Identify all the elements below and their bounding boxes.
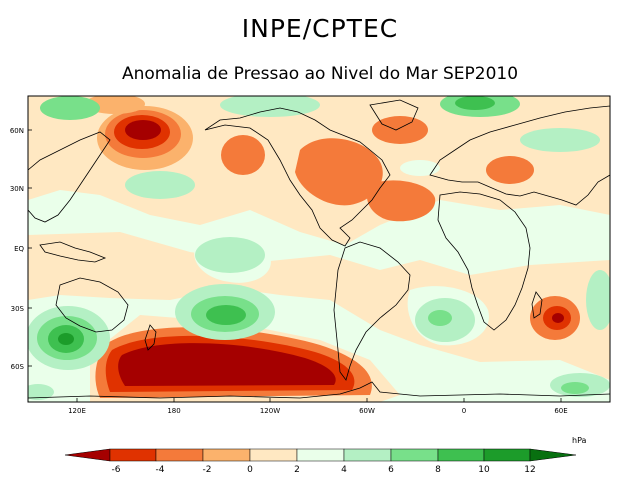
lat-label-60s: 60S (11, 363, 25, 371)
colorbar-swatch-gt-12 (529, 448, 577, 462)
high-siberia (520, 128, 600, 152)
coast-madagascar (531, 291, 543, 319)
coast-south-america (333, 241, 411, 381)
lat-label-30s: 30S (11, 305, 25, 313)
colorbar-swatch-lt-minus6 (64, 448, 111, 462)
high-pacific-equator (195, 237, 265, 273)
page-title: INPE/CPTEC (241, 14, 399, 43)
coast-east-asia (28, 131, 111, 223)
colorbar-label-minus2: -2 (203, 465, 212, 475)
coast-greenland (369, 99, 419, 131)
low-asia (486, 156, 534, 184)
lon-label-0: 0 (462, 407, 466, 415)
lon-label-120w: 120W (260, 407, 280, 415)
lon-label-60w: 60W (359, 407, 375, 415)
colorbar-swatch-minus4-minus2 (155, 448, 204, 462)
low-north-america (295, 138, 383, 206)
low-arctic-1 (85, 96, 145, 114)
coast-africa (437, 191, 531, 331)
low-indian-ocean-center (552, 313, 564, 323)
colorbar-label-minus6: -6 (112, 465, 121, 475)
colorbar-label-2: 2 (294, 465, 300, 475)
high-antarctic-west (28, 384, 54, 400)
colorbar-swatch-6-8 (390, 448, 439, 462)
low-north-atlantic (372, 116, 428, 144)
coast-eurasia (429, 105, 610, 206)
negative-belt-tropics (28, 232, 610, 380)
map-subtitle: Anomalia de Pressao ao Nivel do Mar SEP2… (121, 64, 519, 84)
colorbar-swatch-8-10 (437, 448, 485, 462)
lat-label-eq: EQ (14, 245, 24, 253)
colorbar-swatch-minus2-0 (202, 448, 251, 462)
lon-label-180: 180 (167, 407, 180, 415)
colorbar-label-10: 10 (478, 465, 490, 475)
colorbar-label-0: 0 (247, 465, 253, 475)
colorbar-swatch-0-2 (249, 448, 298, 462)
low-southern-ocean-3 (118, 343, 336, 386)
lon-label-60e: 60E (554, 407, 567, 415)
high-south-atlantic-core (428, 310, 452, 326)
high-indian-west (586, 270, 610, 330)
high-europe (400, 160, 440, 176)
high-tasman-4 (58, 333, 74, 345)
colorbar-swatch-minus6-minus4 (109, 448, 157, 462)
colorbar-label-4: 4 (341, 465, 347, 475)
lat-label-30n: 30N (10, 185, 24, 193)
colorbar-label-12: 12 (524, 465, 535, 475)
map-frame (27, 95, 611, 403)
colorbar-swatch-2-4 (296, 448, 345, 462)
coast-antarctica (28, 381, 610, 399)
colorbar-swatch-10-12 (483, 448, 531, 462)
colorbar-label-minus4: -4 (156, 465, 165, 475)
colorbar-label-6: 6 (388, 465, 394, 475)
colorbar-label-8: 8 (435, 465, 441, 475)
low-north-pacific-4 (125, 120, 161, 140)
high-arctic-pacific (40, 96, 100, 120)
high-arctic-america (220, 96, 320, 117)
high-south-china (125, 171, 195, 199)
low-atlantic-central (366, 180, 436, 222)
lon-label-120e: 120E (68, 407, 86, 415)
coastlines (28, 99, 610, 399)
colorbar-swatch-4-6 (343, 448, 392, 462)
colorbar-unit: hPa (572, 436, 587, 445)
colorbar: hPa -6 -4 -2 0 2 4 6 8 10 12 (64, 436, 587, 475)
latitude-axis: 60N 30N EQ 30S 60S (10, 127, 32, 371)
coast-new-zealand (144, 324, 157, 351)
lat-label-60n: 60N (10, 127, 24, 135)
high-south-pacific-3 (206, 305, 246, 325)
high-arctic-europe-core (455, 96, 495, 110)
coast-indonesia (39, 241, 107, 263)
high-antarctic-east-core (561, 382, 589, 394)
anomaly-fields (28, 96, 610, 402)
coast-north-america (204, 107, 391, 247)
longitude-axis: 120E 180 120W 60W 0 60E (68, 398, 568, 415)
low-gulf-alaska (221, 135, 265, 175)
coast-australia (55, 277, 129, 333)
